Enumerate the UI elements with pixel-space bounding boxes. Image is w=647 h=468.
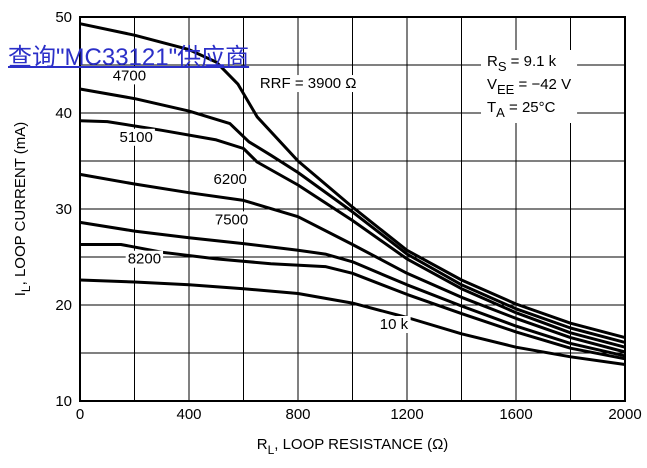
y-tick-label: 30 bbox=[55, 201, 72, 218]
x-tick-label: 0 bbox=[76, 406, 84, 423]
y-tick-label: 10 bbox=[55, 393, 72, 410]
series-line bbox=[79, 172, 626, 354]
series-label: 10 k bbox=[380, 316, 409, 333]
series-label-bg bbox=[117, 128, 155, 146]
series-line bbox=[79, 87, 626, 344]
condition-text: VEE = −42 V bbox=[487, 76, 571, 97]
y-axis-label: IL, LOOP CURRENT (mA) bbox=[12, 122, 33, 297]
condition-text: TA = 25°C bbox=[487, 99, 556, 120]
tick-labels: 0 400 800 1200 1600 2000 10 20 30 40 50 bbox=[55, 9, 641, 423]
plot-frame bbox=[79, 16, 626, 402]
supplier-link[interactable]: 查询"MC33121"供应商 bbox=[8, 44, 250, 71]
y-tick-label: 20 bbox=[55, 297, 72, 314]
y-tick-label: 50 bbox=[55, 9, 72, 26]
series-label-bg bbox=[110, 67, 149, 85]
x-tick-label: 2000 bbox=[608, 406, 641, 423]
series-label: 4700 bbox=[113, 67, 146, 84]
y-tick-label: 40 bbox=[55, 105, 72, 122]
series-label: 6200 bbox=[214, 171, 247, 188]
series-label: RRF = 3900 Ω bbox=[260, 75, 357, 92]
series-line bbox=[79, 119, 626, 349]
series-labels: RRF = 3900 Ω 4700 5100 6200 7500 8200 10 k bbox=[110, 67, 411, 333]
x-tick-label: 1600 bbox=[499, 406, 532, 423]
series-line bbox=[79, 22, 626, 340]
series-label-bg bbox=[257, 75, 359, 93]
x-axis-label: RL, LOOP RESISTANCE (Ω) bbox=[257, 436, 449, 457]
series-label: 7500 bbox=[215, 211, 248, 228]
condition-text: RS = 9.1 k bbox=[487, 53, 557, 74]
series-label: 8200 bbox=[128, 251, 161, 268]
series-label: 5100 bbox=[120, 129, 153, 146]
x-tick-label: 800 bbox=[285, 406, 310, 423]
series-label-bg bbox=[125, 250, 164, 268]
series-line bbox=[79, 220, 626, 358]
series-label-bg bbox=[377, 316, 411, 333]
series-line bbox=[79, 278, 626, 366]
conditions-bg bbox=[481, 50, 578, 123]
x-tick-label: 400 bbox=[176, 406, 201, 423]
series-label-bg bbox=[211, 171, 249, 189]
series-label-bg bbox=[212, 211, 251, 229]
x-tick-label: 1200 bbox=[390, 406, 423, 423]
